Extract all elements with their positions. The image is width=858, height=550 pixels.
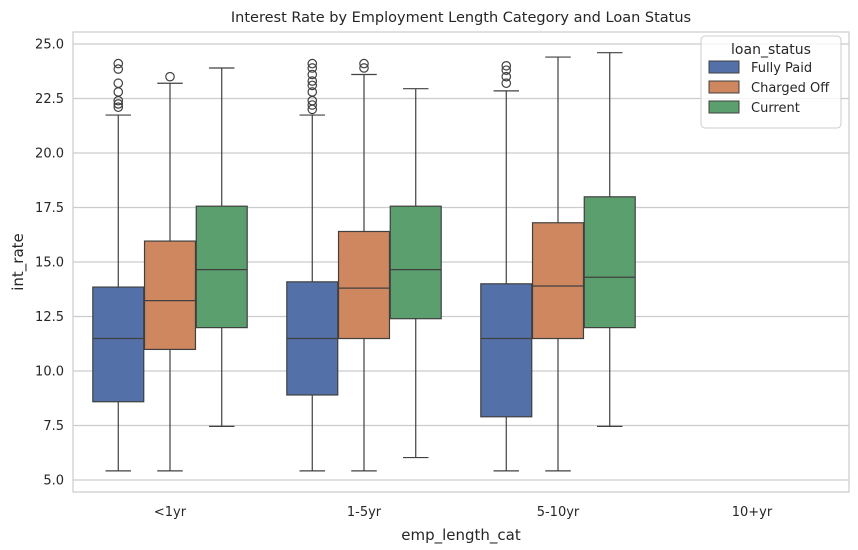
outlier-point (165, 71, 175, 82)
outlier-point (307, 63, 318, 73)
y-tick-label: 22.5 (35, 92, 64, 107)
outlier-point (113, 102, 124, 113)
outlier-point (307, 100, 318, 110)
y-tick-label: 25.0 (35, 37, 64, 52)
x-tick-label: 10+yr (732, 505, 773, 520)
box-fully-paid (286, 58, 339, 472)
outlier-point (501, 60, 512, 71)
outlier-point (307, 58, 318, 69)
y-tick-label: 7.5 (43, 419, 64, 434)
x-tick-labels: <1yr 1-5yr 5-10yr 10+yr (154, 505, 773, 520)
legend-title: loan_status (731, 42, 811, 58)
legend-label: Current (751, 101, 800, 116)
y-axis-title: int_rate (9, 233, 28, 291)
y-tick-label: 15.0 (35, 256, 64, 271)
outlier-point (307, 69, 318, 80)
outlier-point (359, 63, 369, 73)
y-tick-label: 12.5 (35, 310, 64, 325)
outlier-point (307, 76, 318, 86)
box-charged-off (337, 58, 391, 472)
iqr-box (389, 205, 442, 320)
iqr-box (337, 230, 391, 340)
y-tick-label: 20.0 (35, 146, 64, 161)
y-tick-label: 10.0 (35, 365, 64, 380)
legend-label: Fully Paid (751, 61, 812, 76)
outlier-point (359, 58, 369, 69)
outlier-point (113, 99, 124, 109)
box-layer (92, 52, 636, 472)
outlier-point (113, 64, 124, 74)
legend-swatch (708, 100, 740, 114)
box-fully-paid (92, 58, 145, 472)
outlier-point (501, 71, 512, 82)
iqr-box (531, 222, 585, 340)
legend-swatch (708, 60, 740, 74)
iqr-box (583, 196, 636, 329)
x-tick-label: <1yr (154, 505, 187, 520)
outlier-point (307, 80, 318, 91)
x-tick-label: 5-10yr (537, 505, 580, 520)
iqr-box (92, 286, 145, 403)
x-tick-label: 1-5yr (347, 505, 382, 520)
iqr-box (195, 205, 248, 329)
y-tick-label: 17.5 (35, 201, 64, 216)
plot-area-frame (72, 31, 850, 493)
legend-swatch (708, 80, 740, 94)
x-axis-title: emp_length_cat (401, 526, 521, 545)
box-fully-paid (480, 60, 533, 472)
outlier-point (113, 58, 124, 69)
outlier-point (501, 65, 512, 75)
iqr-box (143, 240, 197, 351)
box-current (195, 67, 248, 427)
iqr-box (480, 283, 533, 418)
box-current (389, 88, 442, 459)
outlier-point (501, 78, 512, 89)
chart-title: Interest Rate by Employment Length Categ… (231, 10, 691, 26)
y-tick-label: 5.0 (43, 474, 64, 489)
outlier-point (307, 87, 318, 97)
legend-items: Fully Paid Charged Off Current (708, 60, 830, 116)
legend: loan_status Fully Paid Charged Off Current (700, 35, 842, 129)
y-tick-labels: 5.0 7.5 10.0 12.5 15.0 17.5 20.0 22.5 25.0 (35, 37, 64, 488)
legend-label: Charged Off (751, 81, 830, 96)
outlier-point (113, 78, 124, 89)
box-charged-off (531, 56, 585, 472)
box-current (583, 52, 636, 427)
box-charged-off (143, 71, 197, 472)
